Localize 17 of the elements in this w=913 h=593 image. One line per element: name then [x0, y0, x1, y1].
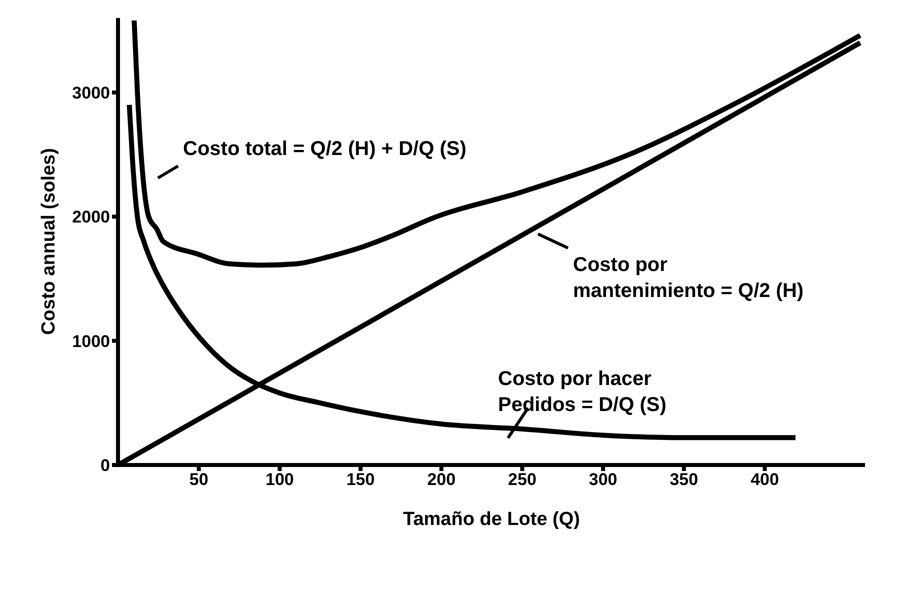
x-tick-label: 250 [508, 470, 536, 490]
x-tick-label: 150 [346, 470, 375, 490]
x-tick-label: 100 [266, 470, 294, 490]
x-tick-label: 50 [189, 470, 208, 490]
x-tick-label: 200 [427, 470, 456, 490]
annotation: Costo por mantenimiento = Q/2 (H) [573, 253, 804, 304]
y-tick-label: 1000 [72, 332, 110, 351]
annotation: Costo por hacer Pedidos = D/Q (S) [498, 367, 666, 418]
y-tick-label: 3000 [72, 84, 110, 103]
x-tick-label: 350 [670, 470, 698, 490]
y-axis-title: Costo annual (soles) [38, 148, 60, 335]
x-tick-label: 300 [588, 470, 618, 490]
annotation: Costo total = Q/2 (H) + D/Q (S) [183, 137, 466, 162]
x-tick-label: 400 [750, 470, 779, 490]
y-tick-label: 2000 [72, 208, 110, 227]
x-axis-title: Tamaño de Lote (Q) [403, 509, 580, 530]
y-tick-label: 0 [100, 456, 110, 476]
